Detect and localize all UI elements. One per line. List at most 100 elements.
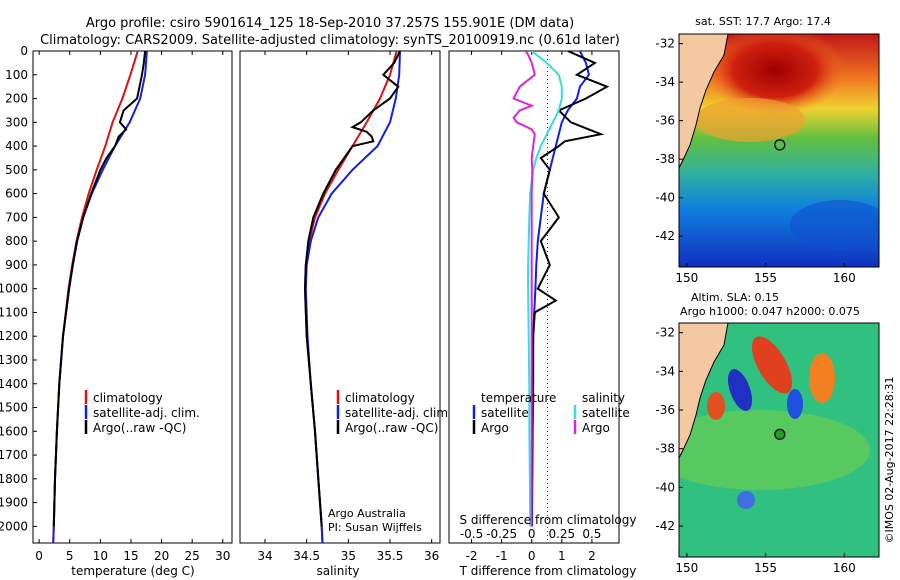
sst-argo-marker [774, 139, 786, 151]
lon-tick-label: 155 [754, 561, 777, 575]
sla-green-band [679, 410, 870, 490]
sst-land [679, 34, 729, 169]
temperature-xlabel: temperature (deg C) [71, 564, 194, 578]
s-difference-tick-label: 0.5 [582, 527, 601, 541]
sla-map: Altim. SLA: 0.15 Argo h1000: 0.047 h2000… [655, 291, 880, 575]
annotation-pi: PI: Susan Wijffels [328, 521, 422, 534]
lat-tick-label: -42 [655, 519, 675, 533]
temperature-tick-label: 30 [215, 549, 230, 563]
salinity-tick-label: 35.5 [377, 549, 404, 563]
sst-warm-core [705, 34, 845, 115]
lat-tick-label: -38 [655, 442, 675, 456]
temperature-legend: climatology satellite-adj. clim. Argo(..… [84, 390, 200, 435]
lon-tick-label: 160 [833, 271, 856, 285]
depth-tick-label: 1300 [0, 353, 28, 367]
depth-tick-label: 0 [20, 44, 28, 58]
salinity-xlabel: salinity [316, 564, 359, 578]
sla-land [679, 323, 729, 459]
salinity-tick-label: 35 [341, 549, 356, 563]
temperature-tick-label: 25 [185, 549, 200, 563]
depth-tick-label: 1800 [0, 472, 28, 486]
legend-label-s-satellite: satellite [582, 406, 630, 420]
legend-label-argo: Argo(..raw -QC) [345, 421, 438, 435]
t-difference-tick-labels: -2 -1 0 1 2 [466, 51, 596, 563]
lon-tick-label: 150 [675, 561, 698, 575]
legend-header-salinity: salinity [582, 391, 625, 405]
sst-map: sat. SST: 17.7 Argo: 17.4 150 155 160 -32 -… [655, 15, 880, 285]
sst-map-frame [678, 33, 880, 268]
s-difference-tick-label: -0.25 [486, 527, 517, 541]
figure-title-line2: Climatology: CARS2009. Satellite-adjuste… [40, 33, 620, 48]
salinity-legend: climatology satellite-adj. clim. Argo(..… [336, 390, 452, 435]
lat-tick-label: -32 [655, 326, 675, 340]
sla-lat-tick-labels: -32 -34 -36 -38 -40 -42 [655, 326, 683, 533]
lat-tick-label: -34 [655, 364, 675, 378]
depth-tick-label: 1900 [0, 496, 28, 510]
sst-map-title: sat. SST: 17.7 Argo: 17.4 [695, 15, 831, 28]
salinity-axes-frame [239, 50, 441, 544]
salinity-profiles [303, 51, 401, 543]
temperature-tick-label: 5 [66, 549, 74, 563]
sla-argo-marker [774, 428, 786, 440]
salinity-panel: 34 34.5 35 35.5 36 salinity climatology sate… [239, 50, 452, 578]
figure-title-line1: Argo profile: csiro 5901614_125 18-Sep-2… [86, 16, 574, 31]
s-difference-tick-label: -0.5 [460, 527, 483, 541]
s-difference-label: S difference from climatology [460, 513, 637, 527]
legend-label-climatology: climatology [93, 391, 163, 405]
sla-low-1 [727, 369, 753, 411]
depth-tick-label: 100 [5, 68, 28, 82]
depth-tick-label: 200 [5, 92, 28, 106]
depth-tick-label: 700 [5, 210, 28, 224]
sla-high-2 [809, 353, 835, 403]
lat-tick-label: -38 [655, 152, 675, 166]
legend-label-s-argo: Argo [582, 421, 610, 435]
difference-panel: -2 -1 0 1 2 -0.5 -0.25 0 0.25 0.5 S difference f… [448, 50, 637, 578]
temperature-tick-labels: 0 5 10 15 20 25 30 [35, 51, 230, 563]
depth-tick-label: 900 [5, 258, 28, 272]
sst-lon-tick-labels: 150 155 160 [675, 263, 856, 285]
depth-tick-label: 1200 [0, 329, 28, 343]
temperature-profiles [52, 51, 148, 543]
lat-tick-label: -32 [655, 37, 675, 51]
depth-tick-label: 800 [5, 234, 28, 248]
difference-profiles [512, 51, 610, 527]
temperature-panel: 0100200300400500600700800900100011001200… [0, 44, 233, 578]
temperature-tick-label: 10 [93, 549, 108, 563]
legend-header-temperature: temperature [481, 391, 556, 405]
salinity-tick-label: 36 [424, 549, 439, 563]
legend-label-t-argo: Argo [481, 421, 509, 435]
depth-tick-label: 2000 [0, 519, 28, 533]
lat-tick-label: -36 [655, 403, 675, 417]
lat-tick-label: -42 [655, 229, 675, 243]
salinity-tick-label: 34.5 [293, 549, 320, 563]
temperature-axes-frame [32, 50, 233, 544]
salinity-line-argo-raw-qc [303, 51, 401, 527]
depth-tick-label: 1400 [0, 377, 28, 391]
difference-legend: temperature salinity satellite Argo sate… [472, 391, 630, 435]
timestamp: ©IMOS 02-Aug-2017 22:28:31 [883, 377, 896, 544]
depth-tick-label: 1000 [0, 282, 28, 296]
sla-high-1 [751, 336, 793, 394]
legend-label-argo: Argo(..raw -QC) [93, 421, 186, 435]
lon-tick-label: 150 [675, 271, 698, 285]
depth-tick-label: 1500 [0, 401, 28, 415]
depth-tick-label: 600 [5, 187, 28, 201]
s-difference-tick-label: 0.25 [548, 527, 575, 541]
t-difference-tick-label: 2 [588, 549, 596, 563]
sla-low-2 [787, 389, 803, 419]
depth-tick-label: 1700 [0, 448, 28, 462]
legend-label-satellite: satellite-adj. clim. [345, 406, 452, 420]
depth-tick-labels: 0 100 200 300 400 500 600 700 800 900 1000 1100 1200… [0, 44, 37, 533]
sla-map-frame [678, 322, 880, 558]
lat-tick-label: -40 [655, 480, 675, 494]
s-difference-tick-label: 0 [528, 527, 536, 541]
t-difference-tick-label: 0 [528, 549, 536, 563]
difference-line-s-argo [512, 51, 536, 527]
difference-line-t-argo [531, 51, 610, 527]
legend-label-climatology: climatology [345, 391, 415, 405]
t-difference-label: T difference from climatology [459, 564, 637, 578]
sst-warm-tongue [695, 98, 805, 142]
lat-tick-label: -40 [655, 191, 675, 205]
depth-tick-label: 300 [5, 115, 28, 129]
